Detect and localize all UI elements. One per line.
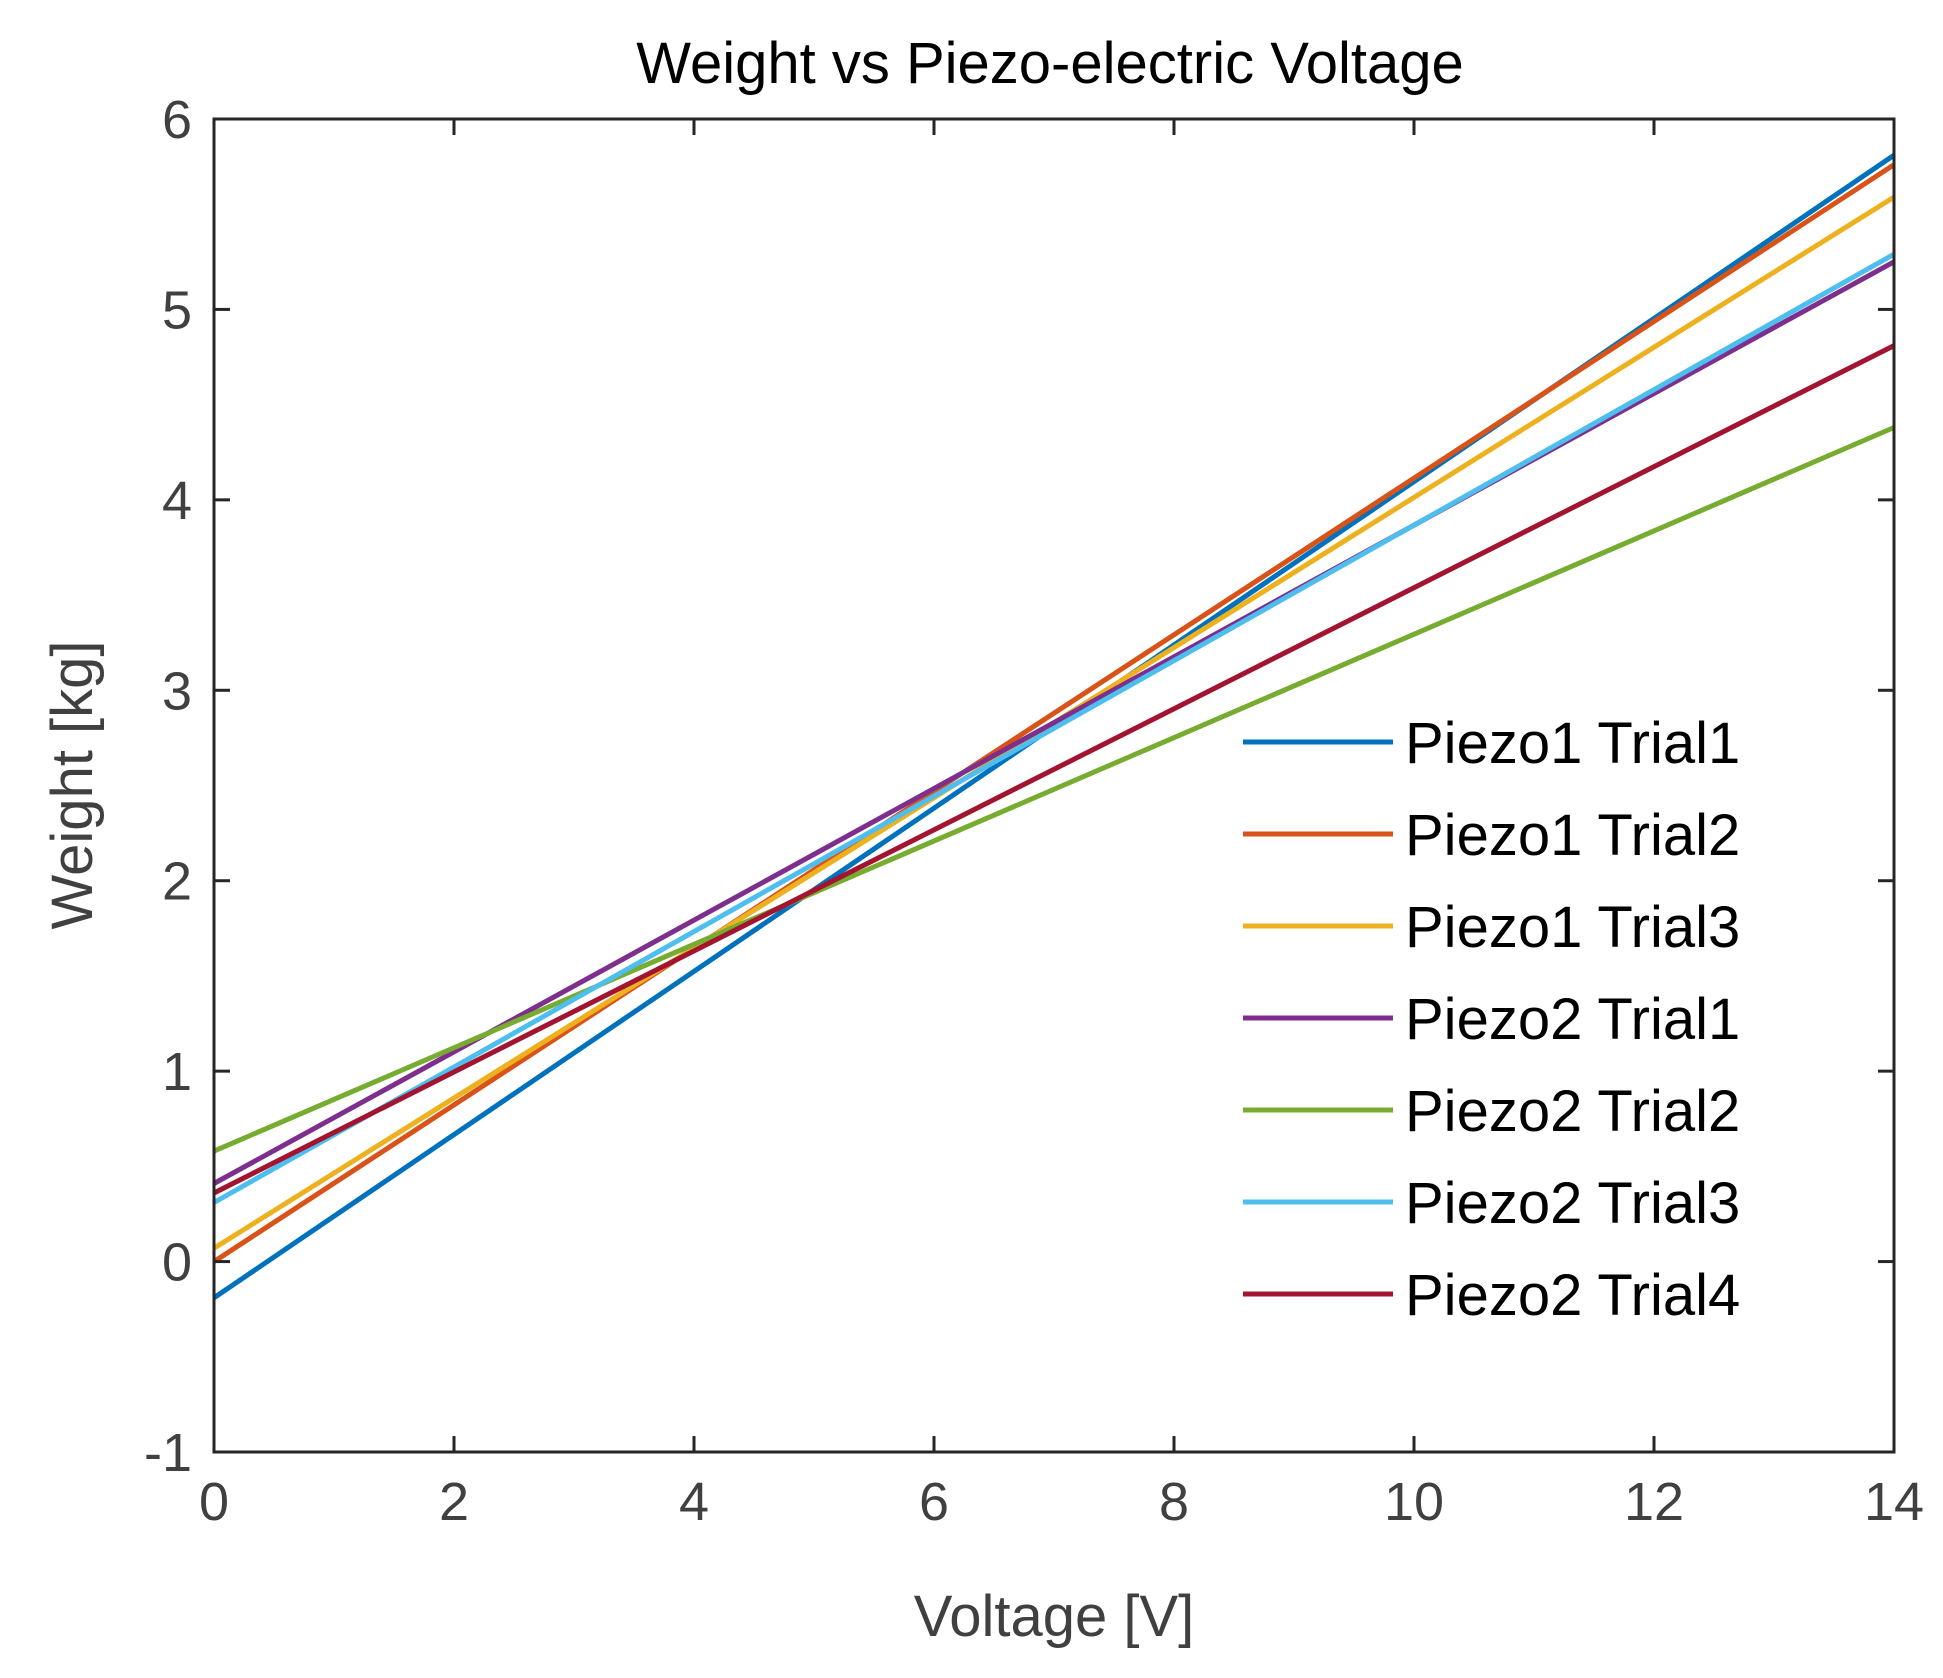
legend-label-7: Piezo2 Trial4: [1405, 1263, 1740, 1328]
series-line-5: [213, 425, 1895, 1154]
x-tick-label: 0: [199, 1472, 229, 1532]
chart-title: Weight vs Piezo-electric Voltage: [636, 31, 1463, 96]
x-tick-label: 4: [679, 1472, 709, 1532]
y-tick-label: 1: [162, 1042, 192, 1102]
x-tick-label: 6: [919, 1472, 949, 1532]
series-line-6: [212, 252, 1896, 1205]
legend-label-6: Piezo2 Trial3: [1405, 1171, 1740, 1236]
legend-label-5: Piezo2 Trial2: [1405, 1079, 1740, 1144]
legend-label-2: Piezo1 Trial2: [1405, 803, 1740, 868]
y-tick-label: 3: [162, 661, 192, 721]
x-axis-label: Voltage [V]: [914, 1584, 1195, 1649]
x-tick-label: 12: [1624, 1472, 1684, 1532]
y-tick-label: 0: [162, 1233, 192, 1293]
legend-label-1: Piezo1 Trial1: [1405, 711, 1740, 776]
series-layer: [212, 153, 1896, 1300]
series-line-7: [212, 343, 1896, 1196]
plot-area-frame: [212, 117, 1896, 1454]
x-tick-label: 2: [439, 1472, 469, 1532]
y-tick-label: -1: [144, 1423, 192, 1483]
y-tick-label: 4: [162, 471, 192, 531]
x-tick-label: 14: [1864, 1472, 1924, 1532]
x-tick-label: 8: [1159, 1472, 1189, 1532]
y-tick-label: 6: [162, 90, 192, 150]
y-tick-label: 5: [162, 280, 192, 340]
y-axis-label: Weight [kg]: [40, 640, 105, 929]
series-line-2: [212, 162, 1896, 1264]
x-tick-label: 10: [1384, 1472, 1444, 1532]
legend: Piezo1 Trial1 Piezo1 Trial2 Piezo1 Trial3 P…: [1243, 711, 1740, 1328]
y-tick-label: 2: [162, 852, 192, 912]
legend-label-4: Piezo2 Trial1: [1405, 987, 1740, 1052]
legend-label-3: Piezo1 Trial3: [1405, 895, 1740, 960]
